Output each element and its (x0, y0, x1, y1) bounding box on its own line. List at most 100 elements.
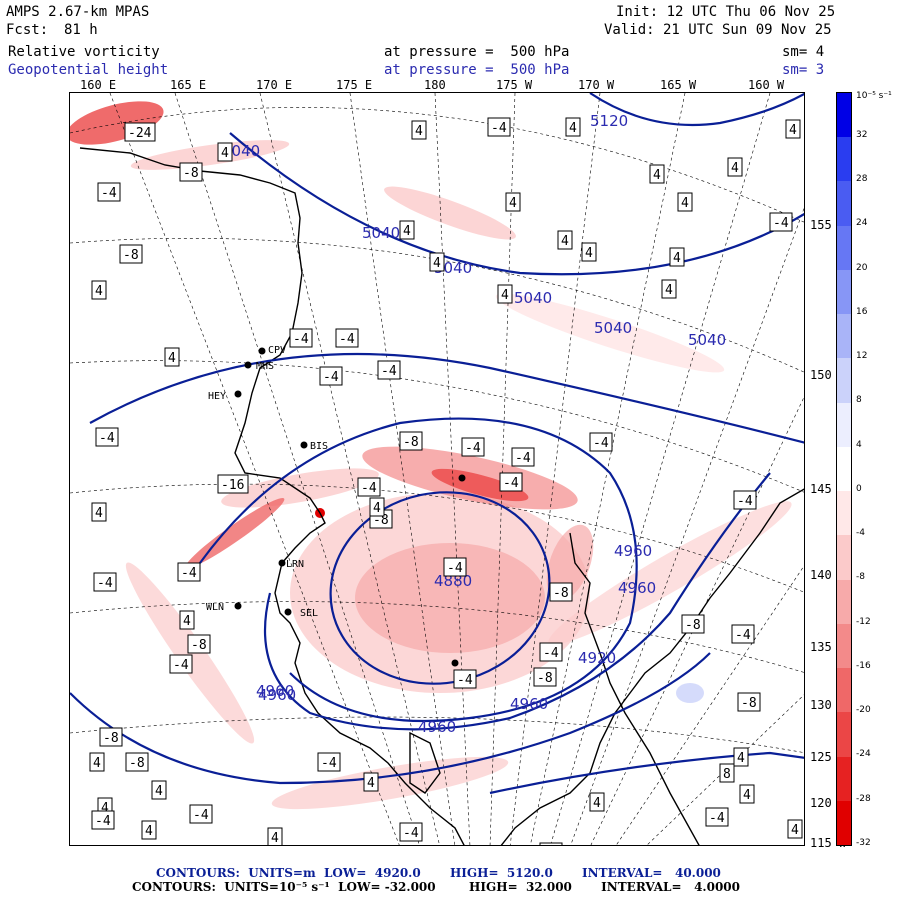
field2-pressure: at pressure = 500 hPa (384, 62, 570, 78)
vorticity-label: 4 (369, 497, 385, 517)
svg-text:-8: -8 (183, 166, 199, 181)
vorticity-label: 4 (89, 752, 105, 772)
vorticity-label: -4 (539, 842, 563, 845)
vorticity-label: 4 (787, 819, 803, 839)
vorticity-label: 4 (399, 220, 415, 240)
svg-text:4: 4 (561, 234, 569, 249)
vorticity-label: 4 (649, 164, 665, 184)
svg-text:-4: -4 (361, 481, 377, 496)
map-panel[interactable]: CPV MHS HEY BIS LRN WLN SEL 5120 5040 50… (69, 92, 805, 846)
vorticity-label: 4 (785, 119, 801, 139)
colorbar-cell (837, 446, 851, 492)
footer-vorticity-contours: CONTOURS: UNITS=10⁻⁵ s⁻¹ LOW= -32.000 HI… (132, 880, 740, 894)
svg-text:4: 4 (731, 161, 739, 176)
svg-text:-16: -16 (221, 478, 244, 493)
vorticity-label: 8 (719, 763, 735, 783)
lon-label-160e: 160 E (80, 78, 117, 92)
vorticity-label: 4 (411, 120, 427, 140)
vorticity-label: 4 (497, 284, 513, 304)
svg-text:-8: -8 (403, 435, 419, 450)
lon-label-170e: 170 E (256, 78, 293, 92)
vorticity-band-ne (384, 186, 516, 240)
vorticity-label: -4 (539, 642, 563, 662)
svg-text:-4: -4 (515, 451, 531, 466)
vorticity-label: -16 (217, 474, 249, 494)
svg-text:-4: -4 (339, 332, 355, 347)
field1-name: Relative vorticity (8, 44, 160, 60)
svg-text:4: 4 (737, 751, 745, 766)
colorbar-tick-label: 8 (856, 395, 862, 406)
height-label-4960-f: 4960 (510, 695, 548, 713)
height-contour-4960-outer (199, 417, 638, 723)
svg-text:4: 4 (509, 196, 517, 211)
svg-text:-4: -4 (593, 436, 609, 451)
vorticity-label: -4 (169, 654, 193, 674)
svg-text:-4: -4 (181, 566, 197, 581)
vorticity-label: -8 (179, 162, 203, 182)
vorticity-label: -8 (737, 692, 761, 712)
svg-text:-8: -8 (537, 671, 553, 686)
svg-text:-4: -4 (193, 808, 209, 823)
colorbar-tick-label: 28 (856, 174, 868, 185)
vorticity-band-se (548, 501, 792, 645)
vorticity-label: -4 (399, 822, 423, 842)
vorticity-label: -4 (511, 447, 535, 467)
svg-text:4: 4 (367, 776, 375, 791)
vorticity-label: -4 (189, 804, 213, 824)
colorbar-cell (837, 269, 851, 315)
colorbar-tick-label: 4 (856, 439, 862, 450)
vorticity-label: 4 (727, 157, 743, 177)
vorticity-label: -4 (769, 212, 793, 232)
svg-text:4: 4 (95, 506, 103, 521)
colorbar-cell (837, 402, 851, 448)
svg-text:-8: -8 (103, 731, 119, 746)
lon-label-180: 180 (424, 78, 446, 92)
vorticity-label: -4 (589, 432, 613, 452)
station-markers (234, 347, 466, 667)
lon-label-160w: 160 W (748, 78, 785, 92)
svg-text:-4: -4 (457, 673, 473, 688)
height-label-4960-e: 4960 (418, 718, 456, 736)
vorticity-band-south (271, 756, 509, 810)
vorticity-patch-east (546, 524, 594, 602)
svg-text:4: 4 (101, 801, 109, 816)
height-contour-5000-se (489, 751, 804, 795)
colorbar-cell (837, 668, 851, 713)
svg-text:4: 4 (433, 256, 441, 271)
vorticity-label: -4 (377, 360, 401, 380)
vorticity-label: -4 (461, 437, 485, 457)
forecast-hour: 81 h (64, 22, 98, 38)
svg-text:-4: -4 (321, 756, 337, 771)
vorticity-label: -8 (681, 614, 705, 634)
height-label-4920: 4920 (578, 649, 616, 667)
height-labels: 5120 5040 5040 5040 5040 5040 5040 4960 … (222, 112, 726, 736)
height-contour-5040-south (89, 353, 804, 444)
vorticity-band-nw (130, 140, 290, 170)
svg-text:4: 4 (168, 351, 176, 366)
svg-text:-4: -4 (735, 628, 751, 643)
svg-text:4: 4 (271, 831, 279, 846)
lon-label-170w: 170 W (578, 78, 615, 92)
vorticity-label: 4 (589, 792, 605, 812)
colorbar-tick-label: -8 (856, 572, 865, 583)
svg-text:4: 4 (569, 121, 577, 136)
svg-text:4: 4 (593, 796, 601, 811)
station-sel: SEL (300, 608, 318, 619)
colorbar-tick-label: -16 (856, 660, 871, 671)
svg-text:4: 4 (585, 246, 593, 261)
height-label-5040-e: 5040 (594, 319, 632, 337)
svg-text:-8: -8 (129, 756, 145, 771)
svg-text:-4: -4 (737, 494, 753, 509)
svg-text:4: 4 (95, 284, 103, 299)
colorbar-tick-label: 32 (856, 130, 868, 140)
init-time: Init: 12 UTC Thu 06 Nov 25 (616, 4, 836, 20)
coastline (79, 147, 804, 845)
height-contours (70, 93, 804, 795)
colorbar-cell (837, 137, 851, 182)
svg-text:-4: -4 (503, 476, 519, 491)
height-label-5040-f: 5040 (688, 331, 726, 349)
vorticity-label: -4 (97, 182, 121, 202)
colorbar-unit: 10⁻⁵ s⁻¹ (856, 91, 892, 101)
positive-vorticity-patch (676, 683, 704, 703)
svg-text:4: 4 (791, 823, 799, 838)
